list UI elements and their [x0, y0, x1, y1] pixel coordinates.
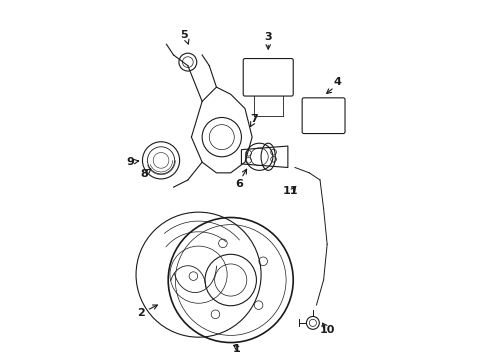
- Text: 10: 10: [319, 325, 335, 335]
- Text: 5: 5: [180, 30, 188, 40]
- Text: 1: 1: [232, 343, 240, 354]
- Text: 8: 8: [141, 168, 148, 179]
- Text: 6: 6: [235, 179, 243, 189]
- Text: 9: 9: [127, 157, 135, 167]
- FancyBboxPatch shape: [302, 98, 345, 134]
- Text: 2: 2: [138, 308, 145, 318]
- Text: 4: 4: [334, 77, 342, 87]
- FancyBboxPatch shape: [243, 59, 293, 96]
- Text: 3: 3: [265, 32, 272, 42]
- Text: 11: 11: [283, 186, 298, 197]
- Text: 7: 7: [250, 113, 258, 123]
